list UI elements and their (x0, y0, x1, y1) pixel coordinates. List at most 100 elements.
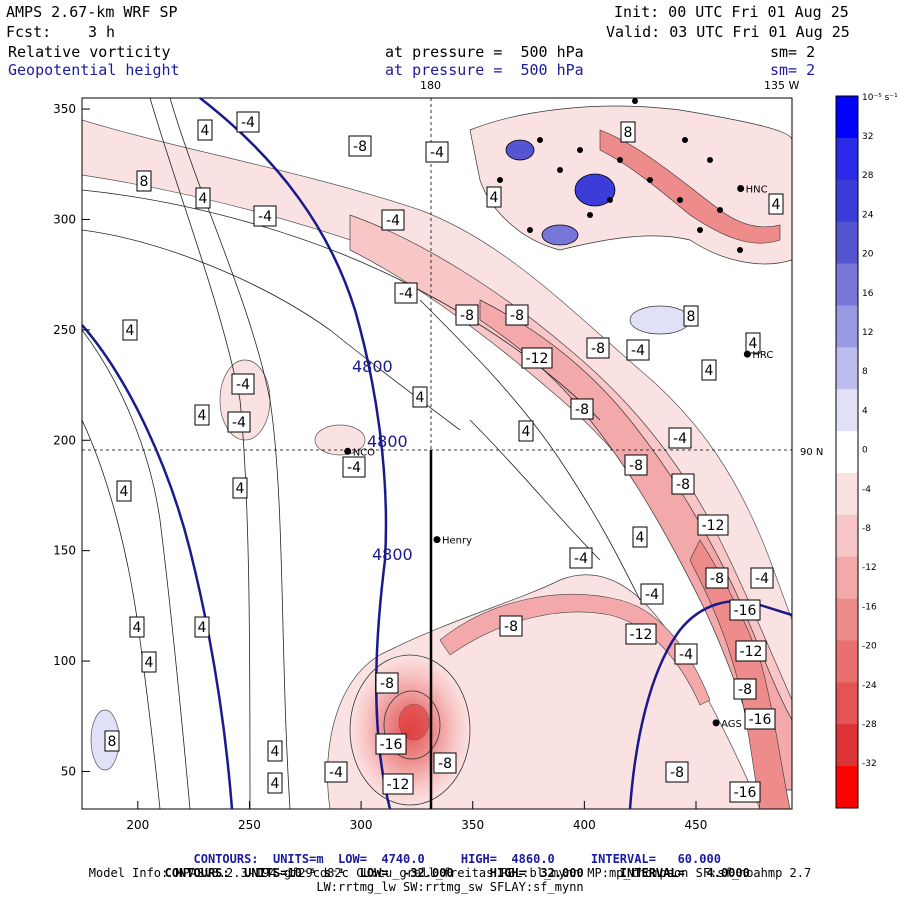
y-tick-label: 200 (53, 433, 76, 447)
contour-label-text: -8 (575, 402, 589, 418)
colorbar-tick-label: -12 (862, 563, 877, 573)
contour-label-text: 4 (198, 620, 207, 636)
contour-label-text: -4 (232, 415, 246, 431)
contour-label-box (705, 567, 729, 589)
contour-label-box (412, 386, 428, 408)
contour-label-text: 4 (271, 744, 280, 760)
contour-label-box (375, 733, 407, 755)
contour-label-text: -8 (676, 477, 690, 493)
contour-label-box (342, 456, 366, 478)
contour-label-box (195, 187, 211, 209)
lon-135w-label: 135 W (764, 79, 800, 92)
contour-label-box (745, 332, 761, 354)
contour-label-box (499, 615, 523, 637)
contour-label-box (231, 373, 255, 395)
height-label: 4800 (372, 545, 413, 564)
contour-label-box (697, 514, 729, 536)
contour-label-text: -4 (673, 431, 687, 447)
contour-label-text: 4 (772, 197, 781, 213)
contour-label-text: -16 (734, 603, 757, 619)
colorbar-segment (836, 514, 858, 558)
colorbar-unit: 10⁻⁵ s⁻¹ (862, 93, 898, 103)
colorbar-segment (836, 389, 858, 432)
contour-label-box (626, 339, 650, 361)
model-info: Model Info: MPASv8.2.3-194-gf29cd82c CU:… (88, 866, 812, 880)
colorbar-tick-label: 28 (862, 171, 874, 181)
contour-label-text: 4 (201, 123, 210, 139)
contour-label-text: -12 (387, 777, 410, 793)
contour-label-box (381, 209, 405, 231)
contour-label-text: -4 (755, 571, 769, 587)
field2-name: Geopotential height (8, 61, 180, 79)
contour-label-text: -4 (241, 115, 255, 131)
colorbar-tick-label: 0 (862, 446, 868, 456)
x-tick-label: 450 (685, 818, 708, 832)
contour-label-text: -12 (526, 351, 549, 367)
contour-label-text: -8 (629, 458, 643, 474)
pos-vorticity-blob (574, 173, 616, 207)
colorbar-tick-label: 32 (862, 132, 873, 142)
colorbar-segment (836, 221, 858, 265)
x-tick-label: 200 (126, 818, 149, 832)
contour-label-box (729, 599, 761, 621)
contour-label-text: -8 (591, 341, 605, 357)
contour-label-text: -16 (380, 737, 403, 753)
contour-label-text: 8 (108, 734, 117, 750)
stations: NCO Henry HNC HRC AGS (344, 185, 773, 730)
contour-label-text: -12 (740, 644, 763, 660)
station-label: Henry (442, 536, 472, 547)
contour-label-text: -8 (438, 756, 452, 772)
contour-label-box (227, 411, 251, 433)
contour-label-box (733, 678, 757, 700)
plot-frame (81, 97, 793, 810)
contour-label-text: -8 (353, 139, 367, 155)
contour-label-text: 4 (198, 408, 207, 424)
contour-label-box (586, 337, 610, 359)
contour-label-box (116, 480, 132, 502)
x-tick-label: 300 (350, 818, 373, 832)
contour-label-box (521, 347, 553, 369)
contour-label-box (668, 427, 692, 449)
contour-label-box (433, 752, 457, 774)
colorbar-segment (836, 305, 858, 348)
lat-90n-label: 90 N (800, 447, 823, 458)
contour-label-text: -8 (504, 619, 518, 635)
map-field (82, 98, 792, 809)
contour-label-box (122, 319, 138, 341)
contour-label-text: -4 (679, 647, 693, 663)
contour-label-box (394, 282, 418, 304)
colorbar-tick-label: 4 (862, 406, 868, 416)
contour-label-text: 4 (199, 191, 208, 207)
contour-label-box (267, 740, 283, 762)
field2-smoothing: sm= 2 (770, 61, 816, 79)
y-tick-label: 100 (53, 654, 76, 668)
contour-label-box (750, 567, 774, 589)
turbulent-dots (497, 98, 743, 253)
contour-label-box (624, 454, 648, 476)
neg-vorticity-band-main (349, 214, 792, 761)
station-marker (743, 350, 751, 358)
contour-label-box (197, 119, 213, 141)
contour-label-box (129, 616, 145, 638)
station-marker (737, 185, 745, 193)
station-label: NCO (353, 447, 375, 458)
colorbar-segment (836, 137, 858, 181)
height-label: 4800 (367, 432, 408, 451)
colorbar-segment (836, 179, 858, 223)
contour-label-text: 4 (133, 620, 142, 636)
contour-label-text: -4 (631, 343, 645, 359)
contour-label-box (236, 111, 260, 133)
contour-label-text: -4 (645, 587, 659, 603)
contour-label-text: 8 (624, 125, 633, 141)
colorbar-tick-label: 20 (862, 250, 874, 260)
contour-label-text: -8 (738, 682, 752, 698)
model-title: AMPS 2.67-km WRF SP (6, 3, 178, 21)
contour-label-text: 4 (522, 424, 531, 440)
footer-units: UNITS=m (272, 852, 324, 866)
contour-label-box (136, 170, 152, 192)
contour-label-box (375, 672, 399, 694)
contour-label-text: 4 (145, 655, 154, 671)
valid-time: Valid: 03 UTC Fri 01 Aug 25 (606, 23, 850, 41)
y-tick-label: 250 (53, 323, 76, 337)
